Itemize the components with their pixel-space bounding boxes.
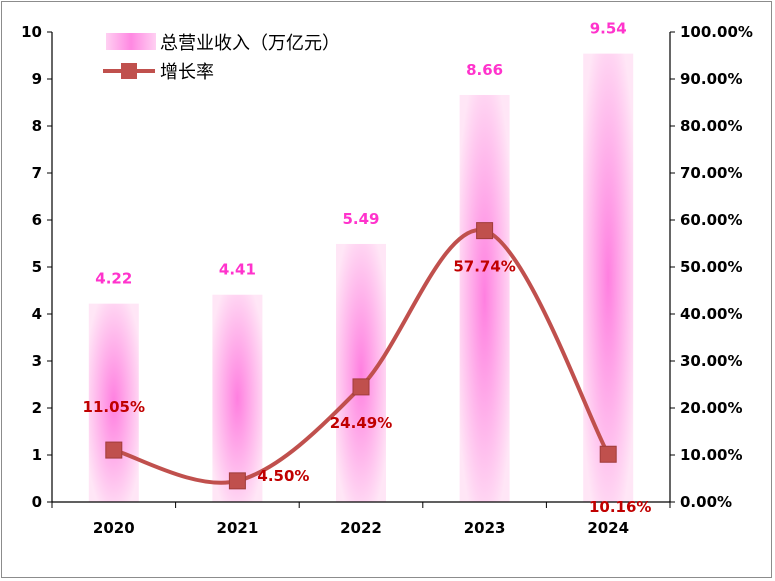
left-tick-label: 1 xyxy=(32,446,42,464)
bar-2021 xyxy=(212,294,263,502)
x-tick-label: 2020 xyxy=(93,519,135,537)
right-tick-label: 0.00% xyxy=(680,493,732,511)
right-tick-label: 50.00% xyxy=(680,258,742,276)
growth-marker-2022 xyxy=(352,378,370,396)
left-tick-label: 2 xyxy=(32,399,42,417)
right-tick-label: 40.00% xyxy=(680,305,742,323)
growth-marker-2023 xyxy=(476,222,494,240)
legend-marker-icon xyxy=(121,63,137,79)
bar-label-2024: 9.54 xyxy=(590,20,627,38)
left-tick-label: 6 xyxy=(32,211,42,229)
left-tick-label: 10 xyxy=(21,23,42,41)
left-tick-label: 5 xyxy=(32,258,42,276)
left-tick-label: 3 xyxy=(32,352,42,370)
bar-2022 xyxy=(336,243,386,502)
bar-2023 xyxy=(459,94,510,502)
legend-label-growth: 增长率 xyxy=(160,62,214,83)
legend-label-revenue: 总营业收入（万亿元） xyxy=(160,33,340,54)
growth-label-2021: 4.50% xyxy=(257,467,309,485)
right-tick-label: 70.00% xyxy=(680,164,742,182)
growth-label-2022: 24.49% xyxy=(330,414,392,432)
left-tick-label: 7 xyxy=(32,164,42,182)
growth-marker-2020 xyxy=(105,441,123,459)
bar-label-2020: 4.22 xyxy=(95,270,132,288)
left-tick-label: 0 xyxy=(32,493,42,511)
left-tick-label: 4 xyxy=(32,305,42,323)
right-tick-label: 80.00% xyxy=(680,117,742,135)
bar-label-2021: 4.41 xyxy=(219,261,256,279)
growth-label-2020: 11.05% xyxy=(83,398,145,416)
growth-marker-2024 xyxy=(599,445,617,463)
growth-marker-2021 xyxy=(228,472,246,490)
right-tick-label: 60.00% xyxy=(680,211,742,229)
bar-2024 xyxy=(583,53,634,503)
x-tick-label: 2021 xyxy=(217,519,259,537)
left-tick-label: 8 xyxy=(32,117,42,135)
x-tick-label: 2023 xyxy=(464,519,506,537)
bar-2020 xyxy=(88,303,139,502)
growth-label-2023: 57.74% xyxy=(453,258,515,276)
right-tick-label: 100.00% xyxy=(680,23,753,41)
x-tick-label: 2022 xyxy=(340,519,382,537)
right-tick-label: 90.00% xyxy=(680,70,742,88)
bar-label-2023: 8.66 xyxy=(466,61,503,79)
growth-line xyxy=(113,228,610,485)
growth-label-2024: 10.16% xyxy=(589,498,651,516)
x-tick-label: 2024 xyxy=(587,519,629,537)
right-tick-label: 10.00% xyxy=(680,446,742,464)
bar-label-2022: 5.49 xyxy=(342,210,379,228)
left-tick-label: 9 xyxy=(32,70,42,88)
right-tick-label: 20.00% xyxy=(680,399,742,417)
right-tick-label: 30.00% xyxy=(680,352,742,370)
legend: 总营业收入（万亿元） 增长率 xyxy=(103,33,340,83)
legend-bar-swatch xyxy=(106,33,156,50)
